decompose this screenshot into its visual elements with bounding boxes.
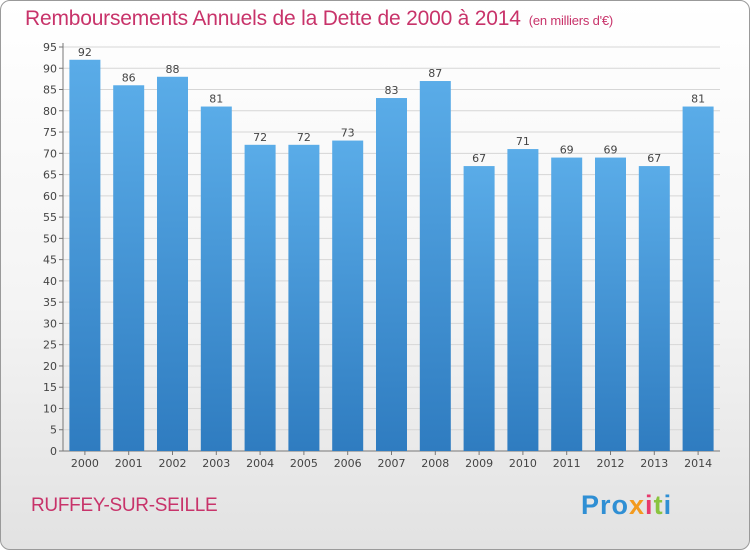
chart-title: Remboursements Annuels de la Dette de 20… bbox=[25, 7, 614, 30]
value-label-2006: 73 bbox=[341, 127, 355, 140]
y-tick-label: 5 bbox=[50, 424, 57, 437]
y-tick-label: 15 bbox=[43, 381, 57, 394]
bar-2000 bbox=[69, 59, 101, 451]
value-label-2003: 81 bbox=[209, 93, 223, 106]
value-label-2002: 88 bbox=[166, 63, 180, 76]
y-tick-label: 95 bbox=[43, 41, 57, 54]
y-tick-label: 45 bbox=[43, 254, 57, 267]
bar-2005 bbox=[288, 144, 320, 451]
y-tick-label: 90 bbox=[43, 62, 57, 75]
value-label-2001: 86 bbox=[122, 71, 136, 84]
x-tick-label-2006: 2006 bbox=[334, 457, 362, 470]
y-tick-label: 10 bbox=[43, 402, 57, 415]
x-tick-label-2001: 2001 bbox=[115, 457, 143, 470]
value-label-2004: 72 bbox=[253, 131, 267, 144]
value-label-2000: 92 bbox=[78, 46, 92, 59]
y-tick-label: 65 bbox=[43, 169, 57, 182]
x-tick-label-2007: 2007 bbox=[378, 457, 406, 470]
x-tick-label-2013: 2013 bbox=[640, 457, 668, 470]
bar-2013 bbox=[638, 166, 670, 452]
y-tick-label: 75 bbox=[43, 126, 57, 139]
x-tick-label-2005: 2005 bbox=[290, 457, 318, 470]
value-label-2007: 83 bbox=[385, 84, 399, 97]
x-tick-label-2011: 2011 bbox=[553, 457, 581, 470]
x-tick-label-2004: 2004 bbox=[246, 457, 274, 470]
bar-2014 bbox=[682, 106, 714, 452]
value-label-2008: 87 bbox=[428, 67, 442, 80]
bar-2010 bbox=[507, 149, 539, 451]
x-tick-label-2012: 2012 bbox=[597, 457, 625, 470]
y-tick-label: 50 bbox=[43, 232, 57, 245]
x-tick-label-2002: 2002 bbox=[159, 457, 187, 470]
value-label-2010: 71 bbox=[516, 135, 530, 148]
y-tick-label: 70 bbox=[43, 147, 57, 160]
y-tick-label: 80 bbox=[43, 105, 57, 118]
y-tick-label: 25 bbox=[43, 339, 57, 352]
value-label-2009: 67 bbox=[472, 152, 486, 165]
axes: 0 5 10 15 20 25 30 35 40 45 50 55 60 65 70 75 80 85 90 95 bbox=[43, 41, 720, 458]
y-tick-label: 85 bbox=[43, 84, 57, 97]
y-tick-label: 30 bbox=[43, 317, 57, 330]
bars bbox=[69, 59, 714, 452]
value-label-2014: 81 bbox=[691, 93, 705, 106]
y-tick-label: 55 bbox=[43, 211, 57, 224]
y-tick-label: 0 bbox=[50, 445, 57, 458]
x-tick-label-2014: 2014 bbox=[684, 457, 712, 470]
x-tick-label-2008: 2008 bbox=[421, 457, 449, 470]
value-label-2012: 69 bbox=[604, 144, 618, 157]
labels: 92 2000 86 2001 88 2002 81 2003 72 2004 72 2005 73 20… bbox=[71, 46, 712, 470]
bar-2003 bbox=[200, 106, 232, 452]
y-tick-label: 60 bbox=[43, 190, 57, 203]
bar-2004 bbox=[244, 144, 276, 451]
x-tick-label-2000: 2000 bbox=[71, 457, 99, 470]
y-tick-label: 20 bbox=[43, 360, 57, 373]
x-tick-label-2009: 2009 bbox=[465, 457, 493, 470]
chart-subtitle: (en milliers d'€) bbox=[528, 13, 614, 28]
bar-2011 bbox=[551, 157, 583, 451]
bar-2008 bbox=[419, 81, 451, 451]
value-label-2005: 72 bbox=[297, 131, 311, 144]
x-tick-label-2003: 2003 bbox=[202, 457, 230, 470]
value-label-2011: 69 bbox=[560, 144, 574, 157]
commune-name: RUFFEY-SUR-SEILLE bbox=[31, 495, 218, 516]
value-label-2013: 67 bbox=[647, 152, 661, 165]
bar-2009 bbox=[463, 166, 495, 452]
bar-2006 bbox=[332, 140, 364, 451]
bar-2001 bbox=[113, 85, 145, 451]
bar-2007 bbox=[376, 98, 407, 451]
bar-2012 bbox=[595, 157, 626, 451]
y-tick-label: 40 bbox=[43, 275, 57, 288]
proxiti-logo: Proxiti bbox=[581, 490, 673, 520]
x-tick-label-2010: 2010 bbox=[509, 457, 537, 470]
y-tick-label: 35 bbox=[43, 296, 57, 309]
bar-2002 bbox=[157, 76, 188, 451]
